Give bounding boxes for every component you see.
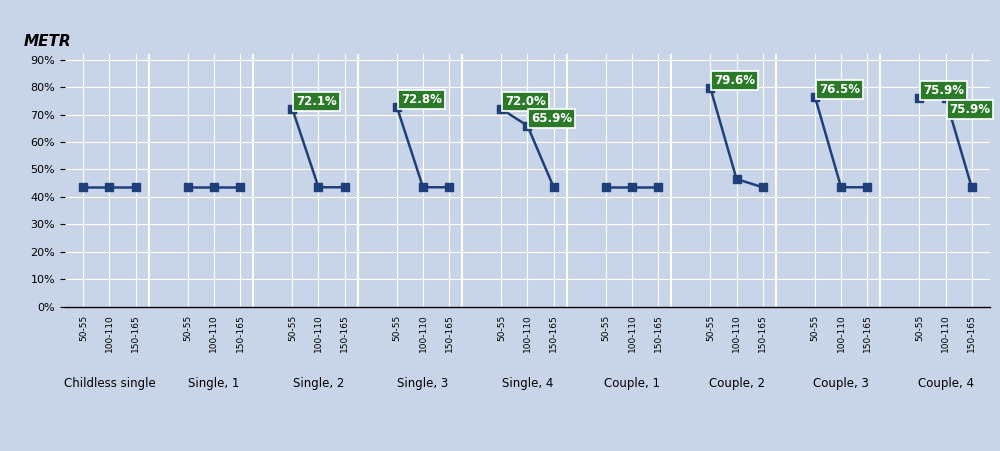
Point <box>284 105 300 112</box>
Point <box>833 184 849 191</box>
Text: Couple, 4: Couple, 4 <box>918 377 974 391</box>
Text: Childless single: Childless single <box>64 377 155 391</box>
Text: Single, 1: Single, 1 <box>188 377 240 391</box>
Point <box>964 184 980 191</box>
Text: Couple, 2: Couple, 2 <box>709 377 765 391</box>
Point <box>310 184 326 191</box>
Point <box>598 184 614 191</box>
Point <box>389 103 405 110</box>
Point <box>729 175 745 183</box>
Point <box>702 84 718 92</box>
Text: 75.9%: 75.9% <box>949 103 990 116</box>
Point <box>807 93 823 100</box>
Point <box>493 106 509 113</box>
Point <box>232 184 248 191</box>
Point <box>938 95 954 102</box>
Point <box>128 184 144 191</box>
Point <box>415 184 431 191</box>
Point <box>337 184 353 191</box>
Point <box>101 184 117 191</box>
Text: 75.9%: 75.9% <box>923 84 964 97</box>
Text: Single, 2: Single, 2 <box>293 377 344 391</box>
Point <box>206 184 222 191</box>
Point <box>911 95 927 102</box>
Text: Couple, 3: Couple, 3 <box>813 377 869 391</box>
Text: Single, 4: Single, 4 <box>502 377 553 391</box>
Text: 72.1%: 72.1% <box>296 95 337 108</box>
Point <box>859 184 875 191</box>
Text: 72.0%: 72.0% <box>505 95 546 108</box>
Point <box>441 184 457 191</box>
Text: 76.5%: 76.5% <box>819 83 860 96</box>
Text: 65.9%: 65.9% <box>531 112 573 124</box>
Text: 72.8%: 72.8% <box>401 93 442 106</box>
Point <box>624 184 640 191</box>
Point <box>755 184 771 191</box>
Point <box>650 184 666 191</box>
Text: Single, 3: Single, 3 <box>397 377 449 391</box>
Text: METR: METR <box>23 34 71 49</box>
Text: 79.6%: 79.6% <box>714 74 755 87</box>
Point <box>519 122 535 129</box>
Point <box>75 184 91 191</box>
Text: Couple, 1: Couple, 1 <box>604 377 660 391</box>
Point <box>546 184 562 191</box>
Point <box>180 184 196 191</box>
